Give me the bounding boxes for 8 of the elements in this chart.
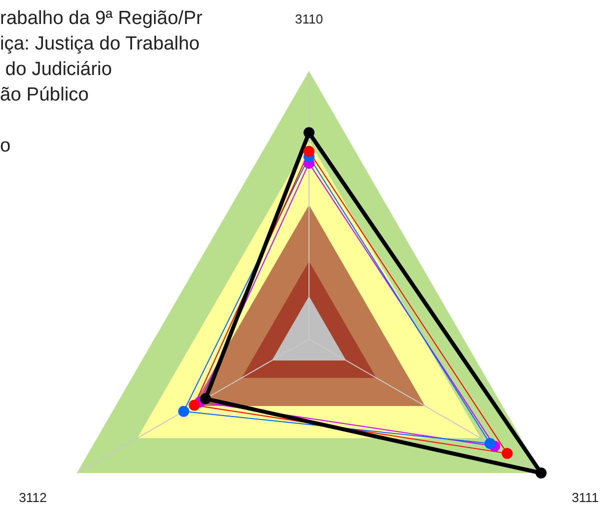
text: ão Público: [0, 84, 89, 106]
spoke-label: 3111: [572, 490, 599, 505]
text: iça: Justiça do Trabalho: [0, 34, 200, 54]
spoke-label: 3112: [18, 490, 47, 505]
text: o: [0, 136, 11, 156]
text: do Judiciário: [0, 59, 112, 80]
text: rabalho da 9ª Região/Pr: [0, 8, 204, 29]
spoke-label: 3110: [295, 12, 323, 27]
